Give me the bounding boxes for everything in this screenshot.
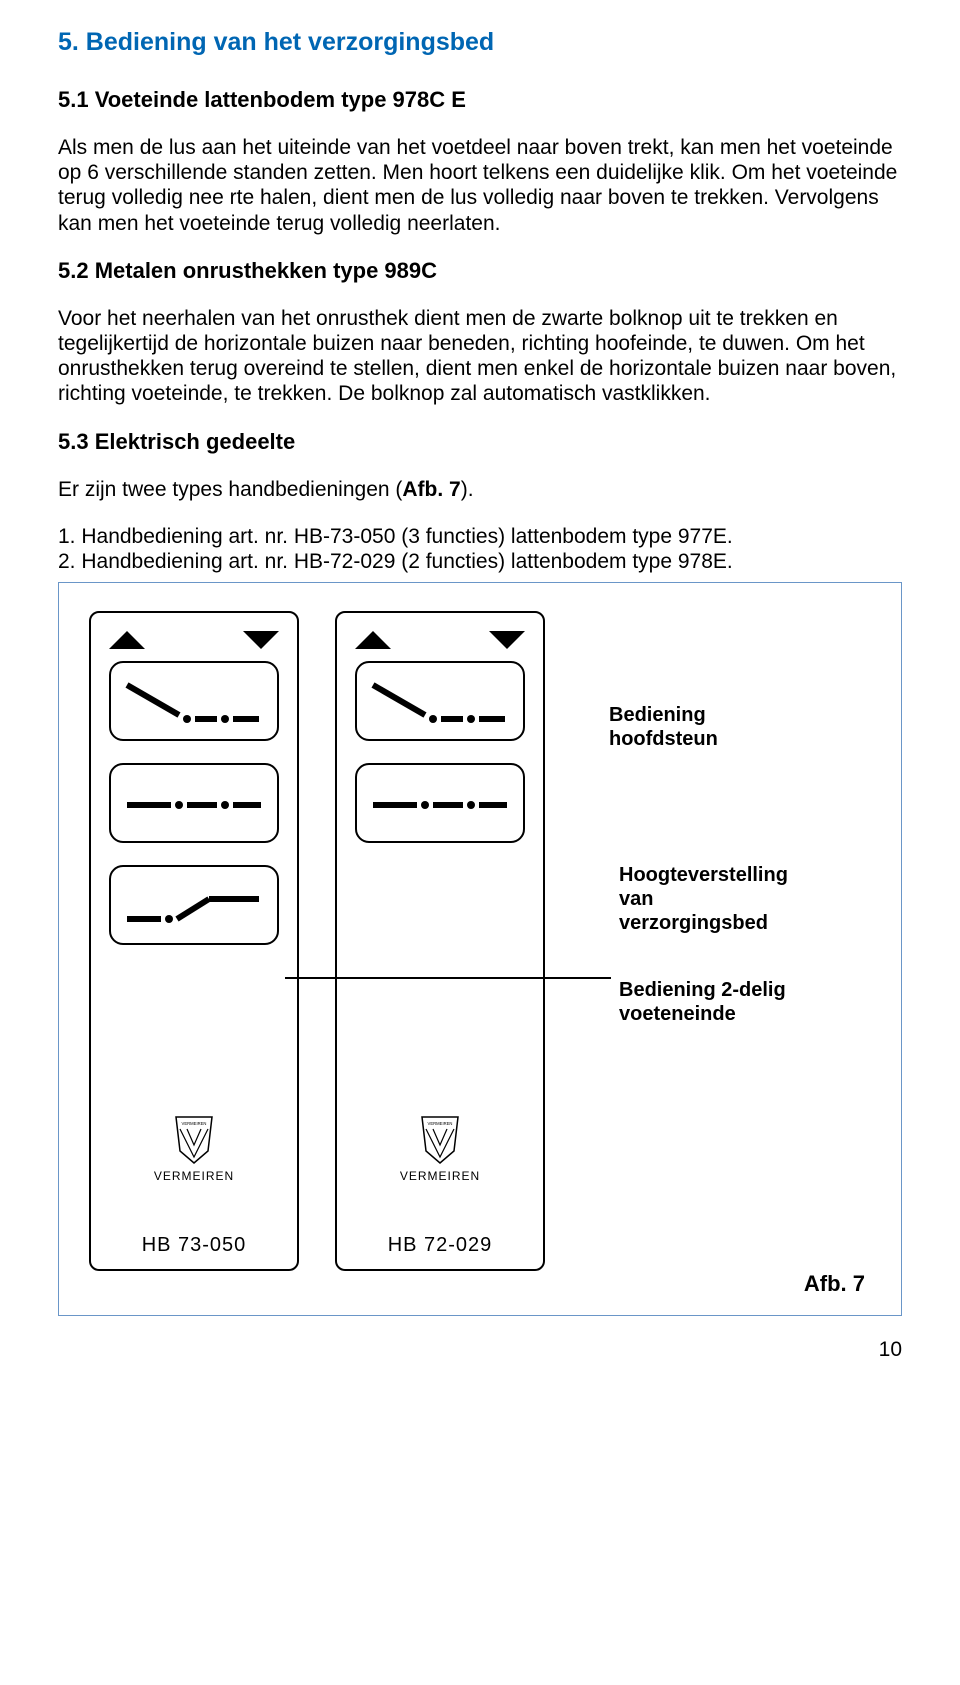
button-head — [109, 661, 279, 741]
button-foot — [109, 865, 279, 945]
brand-logo: VERMEIREN VERMEIREN — [91, 1115, 297, 1183]
figure-label-1: Bedieninghoofdsteun — [609, 703, 718, 751]
figure-label-3: Bediening 2-deligvoeteneinde — [619, 978, 786, 1026]
figure-7: VERMEIREN VERMEIREN HB 73-050 — [58, 582, 902, 1316]
model-label: HB 72-029 — [337, 1234, 543, 1257]
connector-line — [285, 977, 611, 979]
label-text: Hoogteverstellingvanverzorgingsbed — [619, 864, 788, 934]
brand-label: VERMEIREN — [154, 1169, 234, 1183]
label-text: Bedieninghoofdsteun — [609, 704, 718, 750]
button-head — [355, 661, 525, 741]
brand-label: VERMEIREN — [400, 1169, 480, 1183]
figure-label-2: Hoogteverstellingvanverzorgingsbed — [619, 863, 788, 935]
brand-small: VERMEIREN — [182, 1121, 207, 1126]
arrow-up-icon — [109, 631, 145, 649]
arrow-down-icon — [243, 631, 279, 649]
intro-figref: Afb. 7 — [402, 478, 460, 501]
intro-prefix: Er zijn twee types handbedieningen ( — [58, 478, 402, 501]
arrow-up-icon — [355, 631, 391, 649]
remote-hb-73-050: VERMEIREN VERMEIREN HB 73-050 — [89, 611, 299, 1271]
remote-hb-72-029: VERMEIREN VERMEIREN HB 72-029 — [335, 611, 545, 1271]
label-text: Bediening 2-deligvoeteneinde — [619, 979, 786, 1025]
page-title: 5. Bediening van het verzorgingsbed — [58, 28, 902, 57]
model-label: HB 73-050 — [91, 1234, 297, 1257]
section-5-3-list: 1. Handbediening art. nr. HB-73-050 (3 f… — [58, 524, 902, 574]
section-5-2-title: 5.2 Metalen onrusthekken type 989C — [58, 258, 902, 284]
section-5-3-title: 5.3 Elektrisch gedeelte — [58, 429, 902, 455]
section-5-1-title: 5.1 Voeteinde lattenbodem type 978C E — [58, 87, 902, 113]
arrow-down-icon — [489, 631, 525, 649]
brand-logo: VERMEIREN VERMEIREN — [337, 1115, 543, 1183]
list-item-2: 2. Handbediening art. nr. HB-72-029 (2 f… — [58, 550, 733, 573]
figure-caption: Afb. 7 — [804, 1271, 865, 1297]
brand-small: VERMEIREN — [428, 1121, 453, 1126]
button-height — [109, 763, 279, 843]
arrow-row-2 — [355, 631, 525, 649]
arrow-row-1 — [109, 631, 279, 649]
section-5-3-intro: Er zijn twee types handbedieningen (Afb.… — [58, 477, 902, 502]
page-number: 10 — [0, 1338, 902, 1362]
section-5-1-body: Als men de lus aan het uiteinde van het … — [58, 135, 902, 236]
section-5-2-body: Voor het neerhalen van het onrusthek die… — [58, 306, 902, 407]
list-item-1: 1. Handbediening art. nr. HB-73-050 (3 f… — [58, 525, 733, 548]
button-height — [355, 763, 525, 843]
intro-suffix: ). — [461, 478, 474, 501]
remote-controls: VERMEIREN VERMEIREN HB 73-050 — [89, 611, 545, 1271]
